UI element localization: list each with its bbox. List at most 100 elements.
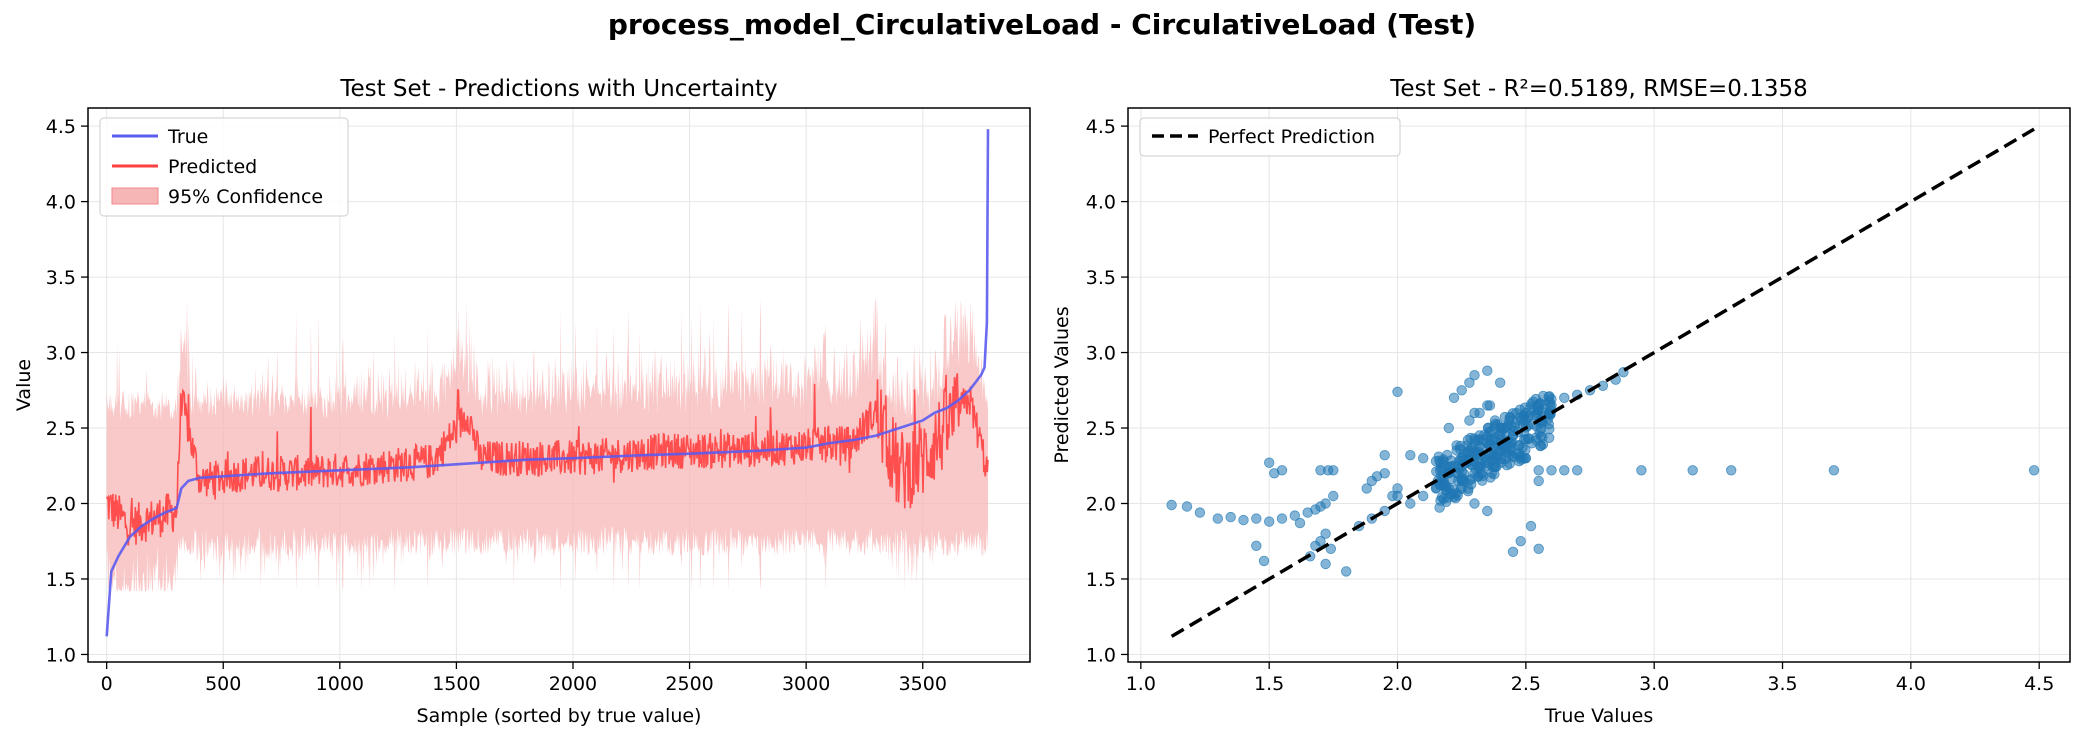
right-x-tick-label: 2.5 <box>1511 673 1541 695</box>
scatter-point <box>1294 517 1306 529</box>
scatter-point <box>1725 465 1737 476</box>
left-x-tick-label: 500 <box>205 673 241 695</box>
scatter-point <box>1507 546 1519 558</box>
scatter-point <box>1522 433 1534 445</box>
left-series-layer <box>105 129 990 637</box>
left-y-ticks: 1.0 1.5 2.0 2.5 3.0 3.5 4.0 4.5 <box>46 116 88 666</box>
scatter-point <box>1462 434 1474 446</box>
scatter-point <box>1212 513 1224 524</box>
legend-confidence-label: 95% Confidence <box>168 186 323 208</box>
scatter-point <box>1464 377 1475 388</box>
scatter-point <box>1320 528 1331 539</box>
scatter-point <box>1276 465 1288 476</box>
scatter-point <box>1482 505 1493 517</box>
scatter-point <box>1508 452 1519 463</box>
figure-suptitle: process_model_CirculativeLoad - Circulat… <box>607 8 1477 41</box>
left-confidence-band <box>106 299 988 592</box>
left-x-tick-label: 3000 <box>782 673 830 695</box>
scatter-point <box>1533 543 1544 555</box>
scatter-point <box>1533 475 1544 487</box>
scatter-point <box>1451 488 1462 499</box>
scatter-point <box>1431 466 1442 477</box>
right-title: Test Set - R²=0.5189, RMSE=0.1358 <box>1389 76 1808 102</box>
scatter-point <box>1525 520 1537 532</box>
right-y-tick-label: 3.0 <box>1086 343 1116 365</box>
right-y-tick-label: 1.0 <box>1086 644 1116 666</box>
scatter-point <box>1559 465 1570 476</box>
scatter-point <box>1387 490 1398 502</box>
left-y-tick-label: 2.5 <box>46 418 76 440</box>
scatter-point <box>1456 385 1467 396</box>
scatter-point <box>1484 400 1496 411</box>
scatter-point <box>1263 457 1275 468</box>
scatter-point <box>1417 490 1429 502</box>
scatter-point <box>1544 391 1555 402</box>
scatter-point <box>1320 558 1331 570</box>
scatter-point <box>1379 468 1390 479</box>
scatter-point <box>1559 392 1570 404</box>
left-x-tick-label: 2500 <box>665 673 713 695</box>
scatter-point <box>1828 465 1840 476</box>
right-x-tick-label: 1.5 <box>1254 673 1284 695</box>
scatter-point <box>1405 450 1416 461</box>
right-scatter-points <box>1166 365 2040 577</box>
scatter-point <box>1443 422 1455 434</box>
right-y-tick-label: 4.5 <box>1086 116 1116 138</box>
scatter-point <box>1263 516 1275 527</box>
scatter-point <box>1477 470 1489 482</box>
scatter-point <box>1325 543 1337 555</box>
legend-true-label: True <box>167 126 208 148</box>
right-legend-frame <box>1139 117 1401 157</box>
scatter-point <box>1543 432 1555 444</box>
scatter-point <box>1494 377 1506 388</box>
left-legend: True Predicted 95% Confidence <box>99 117 349 217</box>
scatter-point <box>1251 540 1262 552</box>
right-x-tick-label: 3.5 <box>1767 673 1797 695</box>
scatter-point <box>1448 392 1460 404</box>
scatter-point <box>1636 465 1647 476</box>
right-x-tick-label: 4.0 <box>1896 673 1926 695</box>
scatter-point <box>1571 465 1583 476</box>
scatter-point <box>1474 407 1485 419</box>
scatter-point <box>1451 445 1462 456</box>
right-y-tick-label: 2.0 <box>1086 493 1116 515</box>
scatter-point <box>1445 455 1457 466</box>
scatter-point <box>1166 499 1177 511</box>
scatter-point <box>1328 490 1339 502</box>
right-x-label: True Values <box>1544 705 1653 727</box>
right-y-ticks: 1.0 1.5 2.0 2.5 3.0 3.5 4.0 4.5 <box>1086 116 1128 666</box>
left-x-tick-label: 0 <box>101 673 113 695</box>
left-x-tick-label: 1000 <box>316 673 364 695</box>
scatter-point <box>1687 465 1698 476</box>
scatter-point <box>1474 430 1485 441</box>
right-x-tick-label: 4.5 <box>2024 673 2054 695</box>
left-y-tick-label: 2.0 <box>46 493 76 515</box>
scatter-point <box>1465 479 1477 490</box>
scatter-point <box>1515 536 1526 547</box>
scatter-point <box>1482 422 1494 434</box>
scatter-point <box>1520 444 1531 456</box>
scatter-point <box>1496 422 1507 433</box>
scatter-point <box>1546 465 1557 476</box>
scatter-point <box>1509 421 1520 433</box>
scatter-point <box>1518 410 1529 421</box>
scatter-point <box>1417 453 1429 464</box>
scatter-point <box>1258 555 1270 567</box>
scatter-point <box>1276 513 1288 524</box>
scatter-point <box>1434 479 1445 491</box>
scatter-point <box>1225 511 1236 523</box>
scatter-point <box>1194 507 1206 518</box>
scatter-point <box>1533 465 1544 476</box>
scatter-point <box>1527 396 1539 407</box>
right-x-tick-label: 1.0 <box>1126 673 1156 695</box>
scatter-point <box>1392 386 1403 398</box>
left-y-tick-label: 1.5 <box>46 569 76 591</box>
scatter-point <box>1435 495 1446 506</box>
scatter-point <box>1486 467 1498 479</box>
left-legend-frame <box>99 117 349 217</box>
legend-perfect-label: Perfect Prediction <box>1208 126 1375 148</box>
left-x-tick-label: 3500 <box>899 673 947 695</box>
right-panel: 1.0 1.5 2.0 2.5 3.0 3.5 4.0 4.5 1.0 1.5 2.0 2.5 3.0… <box>1051 76 2071 727</box>
